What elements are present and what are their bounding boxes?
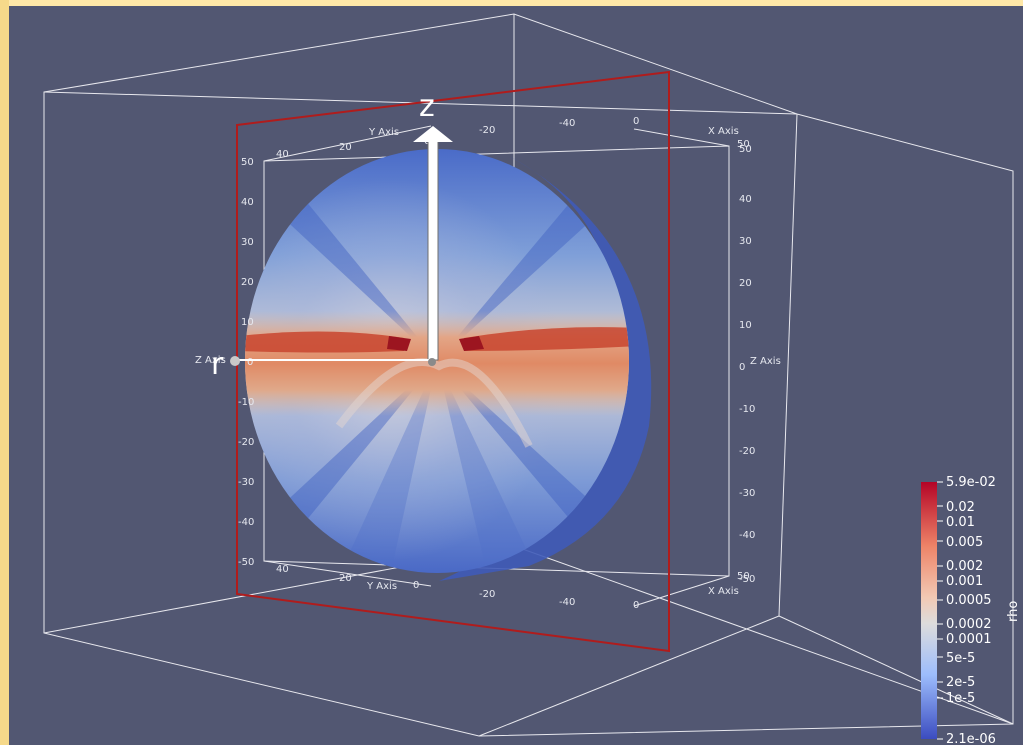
tick-bottom-x-0: 0 [633, 600, 639, 611]
slice-plane-outline[interactable] [236, 70, 670, 653]
render-view[interactable]: 50 40 30 20 10 0 -10 -20 -30 -40 -50 50 … [9, 6, 1023, 745]
tick-left-50: 50 [241, 157, 254, 168]
tick-left-m50: -50 [238, 557, 254, 568]
tick-left-30: 30 [241, 237, 254, 248]
tick-left-m30: -30 [238, 477, 254, 488]
tick-right-m30: -30 [739, 488, 755, 499]
tick-top-y-40: 40 [276, 149, 289, 160]
tick-bottom-y-20: 20 [339, 573, 352, 584]
tick-bottom-y-m20: -20 [479, 589, 495, 600]
right-z-axis-title: Z Axis [750, 356, 781, 367]
colorbar-tick-0.0005: 0.0005 [946, 593, 992, 608]
tick-left-m40: -40 [238, 517, 254, 528]
colorbar-tick-0.0001: 0.0001 [946, 632, 992, 647]
tick-right-m10: -10 [739, 404, 755, 415]
3d-scene[interactable]: 50 40 30 20 10 0 -10 -20 -30 -40 -50 50 … [9, 6, 1023, 745]
density-disk[interactable] [239, 149, 652, 581]
bottom-y-axis-title: Y Axis [366, 581, 397, 592]
tick-right-20: 20 [739, 278, 752, 289]
colorbar-title: rho [1006, 601, 1021, 622]
r-arrow-label: r [211, 347, 224, 382]
left-panel-edge [0, 0, 9, 745]
left-z-axis-title: Z Axis [195, 355, 226, 366]
colorbar-tick-0.001: 0.001 [946, 574, 983, 589]
tick-left-0: 0 [247, 357, 253, 368]
colorbar-tick-0.0002: 0.0002 [946, 617, 992, 632]
tick-right-30: 30 [739, 236, 752, 247]
tick-top-x-50: 50 [737, 139, 750, 150]
colorbar-gradient [921, 482, 937, 739]
tick-right-m50: -50 [739, 574, 755, 585]
r-direction-arrow[interactable] [230, 356, 436, 366]
tick-top-y-m40: -40 [559, 118, 575, 129]
colorbar-tick-0.005: 0.005 [946, 535, 983, 550]
rho-color-legend[interactable]: 5.9e-02 0.02 0.01 0.005 0.002 0.001 0.00… [921, 475, 1021, 745]
right-tick-labels: 50 40 30 20 10 0 -10 -20 -30 -40 -50 [739, 144, 755, 585]
colorbar-tick-0.002: 0.002 [946, 559, 983, 574]
tick-bottom-y-0: 0 [413, 580, 419, 591]
tick-right-50: 50 [739, 144, 752, 155]
colorbar-tick-min: 2.1e-06 [946, 732, 996, 745]
bottom-tick-labels: 40 20 0 -20 -40 0 50 Y Axis X Axis [276, 564, 750, 611]
tick-right-40: 40 [739, 194, 752, 205]
tick-left-40: 40 [241, 197, 254, 208]
tick-top-x-0: 0 [633, 116, 639, 127]
colorbar-tick-1e-5: 1e-5 [946, 691, 975, 706]
left-tick-labels: 50 40 30 20 10 0 -10 -20 -30 -40 -50 [238, 157, 254, 568]
colorbar-tick-2e-5: 2e-5 [946, 675, 975, 690]
tick-right-m40: -40 [739, 530, 755, 541]
tick-left-10: 10 [241, 317, 254, 328]
tick-bottom-x-50: 50 [737, 571, 750, 582]
tick-left-m10: -10 [238, 397, 254, 408]
tick-left-20: 20 [241, 277, 254, 288]
colorbar-tick-0.02: 0.02 [946, 500, 975, 515]
tick-right-0: 0 [739, 362, 745, 373]
colorbar-tick-max: 5.9e-02 [946, 475, 996, 490]
colorbar-tick-marks [937, 481, 943, 740]
top-y-axis-title: Y Axis [368, 127, 399, 138]
bottom-x-axis-title: X Axis [708, 586, 739, 597]
tick-bottom-y-40: 40 [276, 564, 289, 575]
z-arrow-label: z [419, 89, 435, 124]
tick-right-10: 10 [739, 320, 752, 331]
colorbar-tick-5e-5: 5e-5 [946, 651, 975, 666]
tick-bottom-y-m40: -40 [559, 597, 575, 608]
tick-right-m20: -20 [739, 446, 755, 457]
top-x-axis-title: X Axis [708, 126, 739, 137]
colorbar-tick-0.01: 0.01 [946, 515, 975, 530]
tick-top-y-m20: -20 [479, 125, 495, 136]
tick-top-y-20: 20 [339, 142, 352, 153]
tick-left-m20: -20 [238, 437, 254, 448]
